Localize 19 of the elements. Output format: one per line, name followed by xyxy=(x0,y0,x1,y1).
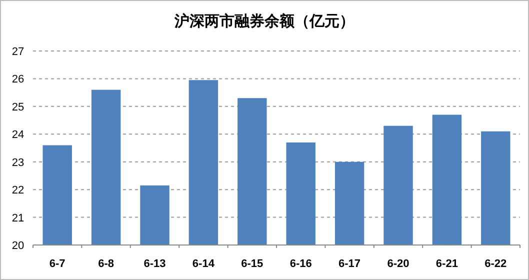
chart-title: 沪深两市融券余额（亿元） xyxy=(174,12,354,30)
x-tick-label: 6-16 xyxy=(290,258,312,270)
y-tick-label: 25 xyxy=(12,101,24,114)
y-tick-label: 24 xyxy=(12,129,24,142)
x-tick-label: 6-13 xyxy=(144,258,166,270)
y-tick-label: 22 xyxy=(12,184,24,197)
x-tick-label: 6-7 xyxy=(49,258,66,270)
x-tick-label: 6-17 xyxy=(338,258,361,270)
x-tick-label: 6-21 xyxy=(436,258,458,270)
x-tick-label: 6-15 xyxy=(241,258,264,270)
y-tick-label: 20 xyxy=(12,240,24,252)
x-tick-label: 6-22 xyxy=(484,258,507,270)
x-tick-label: 6-14 xyxy=(192,258,216,270)
x-tick-label: 6-8 xyxy=(98,258,114,270)
y-tick-label: 21 xyxy=(12,212,24,224)
y-tick-label: 26 xyxy=(12,74,24,86)
x-tick-label: 6-20 xyxy=(387,258,410,270)
y-tick-label: 23 xyxy=(12,156,24,169)
y-tick-label: 27 xyxy=(12,46,24,58)
